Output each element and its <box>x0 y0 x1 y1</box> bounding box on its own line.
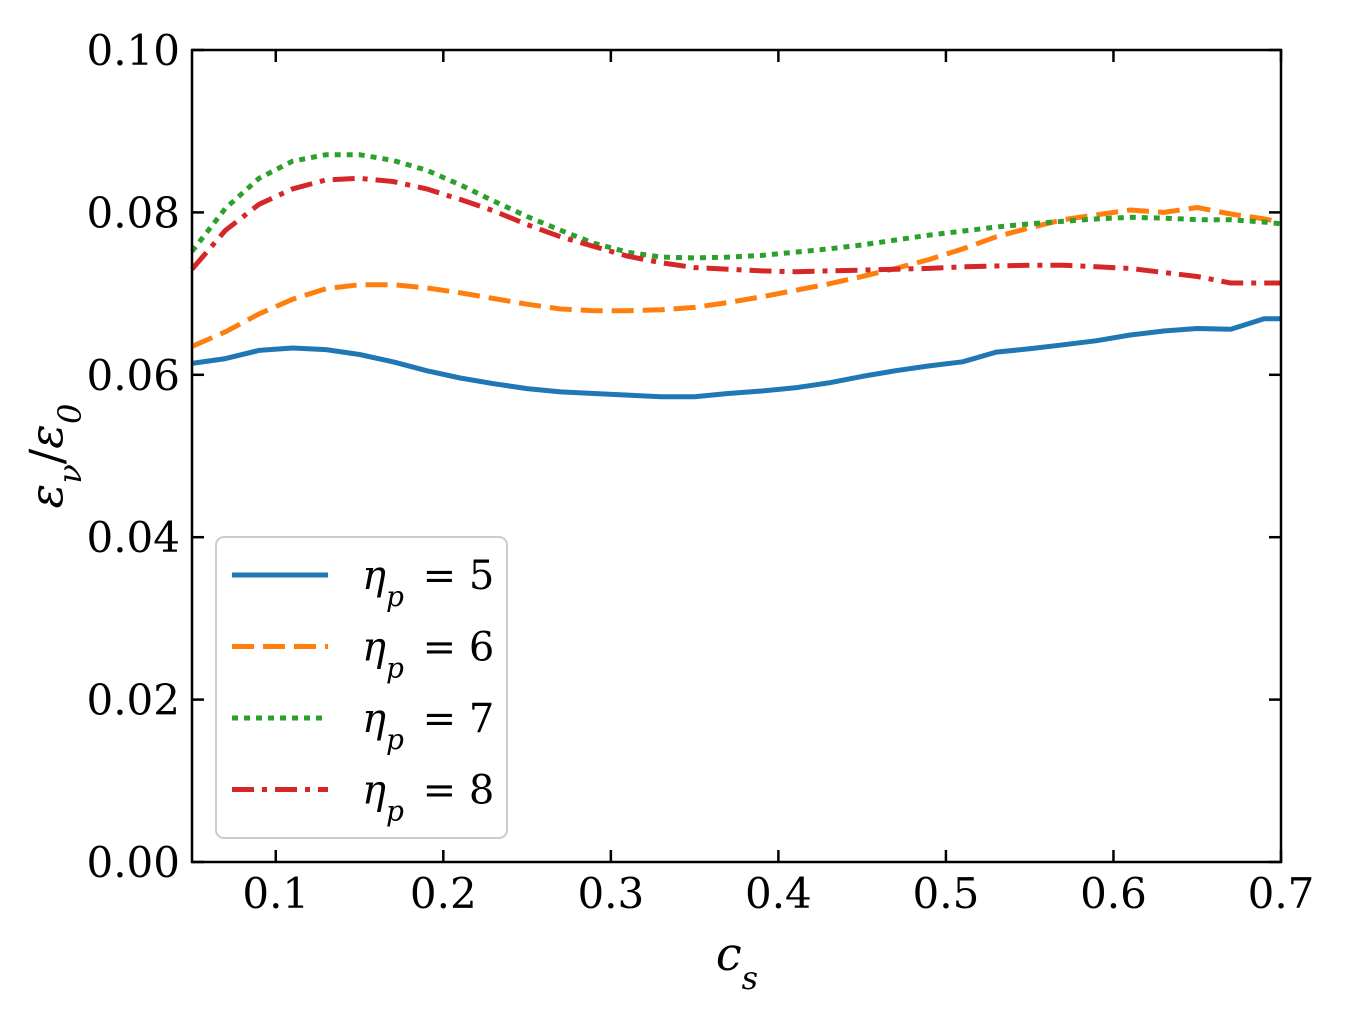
y-axis-label: εν/ε0 <box>19 404 89 509</box>
series-layer <box>190 152 1282 400</box>
x-tick-label: 0.2 <box>410 869 477 918</box>
series-line-1 <box>191 316 1281 400</box>
legend-box <box>215 536 508 839</box>
legend-item-2: ηp = 6 <box>232 625 494 685</box>
series-line-3 <box>190 152 1282 261</box>
y-tick-label: 0.10 <box>86 26 180 75</box>
series-line-2 <box>191 205 1282 349</box>
legend-label: ηp = 8 <box>362 768 494 828</box>
y-tick-label: 0.00 <box>86 838 180 887</box>
legend-item-3: ηp = 7 <box>232 696 494 756</box>
y-tick-label: 0.08 <box>86 188 180 237</box>
legend-label: ηp = 6 <box>362 625 494 685</box>
legend-label: ηp = 5 <box>362 553 494 613</box>
legend: ηp = 5 ηp = 6 ηp = 7 ηp = 8 <box>215 536 508 839</box>
x-tick-label: 0.4 <box>745 869 812 918</box>
legend-item-4: ηp = 8 <box>232 768 494 828</box>
y-tick-label: 0.06 <box>86 351 180 400</box>
x-tick-label: 0.6 <box>1080 869 1147 918</box>
svg-text:εν/ε0: εν/ε0 <box>19 404 89 509</box>
series-line-4 <box>190 175 1281 286</box>
legend-item-1: ηp = 5 <box>232 553 494 613</box>
y-tick-label: 0.02 <box>86 676 180 725</box>
x-tick-label: 0.1 <box>242 869 309 918</box>
plot-area-frame <box>190 48 1283 864</box>
x-tick-label: 0.3 <box>577 869 644 918</box>
x-tick-label: 0.5 <box>913 869 980 918</box>
legend-label: ηp = 7 <box>362 696 494 756</box>
y-tick-label: 0.04 <box>86 513 180 562</box>
ticks-layer: 0.1 0.2 0.3 0.4 0.5 0.6 0.7 0.00 0.02 0.04 0.06 0.0… <box>86 26 1314 918</box>
x-axis-label: cs <box>716 927 758 997</box>
x-tick-label: 0.7 <box>1248 869 1315 918</box>
